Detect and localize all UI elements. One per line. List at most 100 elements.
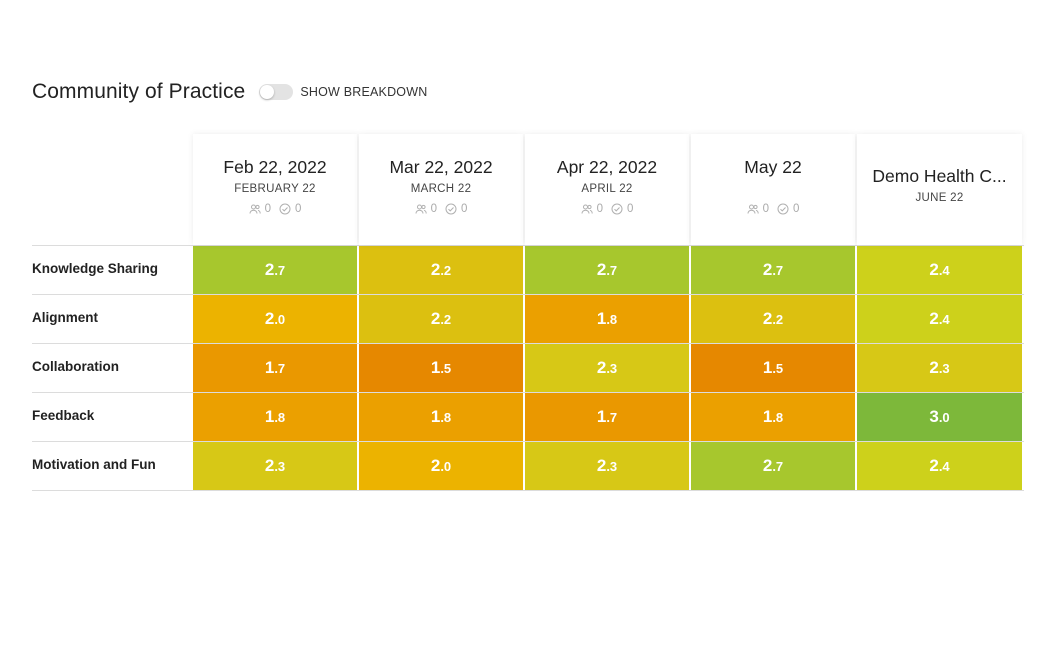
column-meta: 0 0 [747,203,800,215]
score-decimal: .0 [938,409,950,425]
row-label: Feedback [32,407,95,423]
score-integer: 2 [430,456,441,475]
heatmap-table: Feb 22, 2022 FEBRUARY 22 0 0 Mar 22, 202… [32,134,1024,491]
score-integer: 2 [762,309,773,328]
score-cell[interactable]: 1.5 [691,344,855,392]
table-row: Collaboration 1.7 1.5 2.3 1.5 2.3 [32,343,1024,392]
score-decimal: .7 [606,409,618,425]
score-decimal: .2 [772,311,784,327]
score-decimal: .2 [440,311,452,327]
score-cell[interactable]: 2.0 [359,442,523,490]
table-row: Feedback 1.8 1.8 1.7 1.8 3.0 [32,392,1024,441]
participants-count: 0 [596,203,603,215]
completed-count: 0 [461,203,468,215]
score-integer: 2 [929,260,939,279]
score-cell[interactable]: 2.4 [857,246,1022,294]
score-decimal: .8 [772,409,784,425]
page-title: Community of Practice [32,80,246,103]
column-meta: 0 0 [581,203,634,215]
score-decimal: .4 [938,458,950,474]
column-header-2[interactable]: Mar 22, 2022 MARCH 22 0 0 [359,134,523,245]
score-decimal: .4 [938,262,950,278]
score-cell[interactable]: 2.7 [691,442,855,490]
score-integer: 1 [762,407,773,426]
table-corner [32,134,193,245]
participants-count: 0 [762,203,769,215]
column-subtitle: FEBRUARY 22 [234,183,316,195]
score-integer: 1 [264,407,275,426]
score-cell[interactable]: 2.2 [691,295,855,343]
show-breakdown-toggle[interactable] [259,84,294,100]
score-cell[interactable]: 2.3 [193,442,357,490]
table-row: Alignment 2.0 2.2 1.8 2.2 2.4 [32,294,1024,343]
column-subtitle: JUNE 22 [915,192,964,204]
score-cell[interactable]: 1.8 [691,393,855,441]
participants-count: 0 [264,203,271,215]
score-decimal: .0 [274,311,286,327]
column-header-5[interactable]: Demo Health C... JUNE 22 [857,134,1022,245]
score-decimal: .3 [606,360,618,376]
score-decimal: .3 [274,458,286,474]
column-title: May 22 [744,157,802,177]
score-cell[interactable]: 1.8 [525,295,689,343]
score-cell[interactable]: 2.7 [525,246,689,294]
score-integer: 2 [762,260,773,279]
score-integer: 2 [929,456,939,475]
score-cell[interactable]: 3.0 [857,393,1022,441]
score-cell[interactable]: 1.5 [359,344,523,392]
score-cell[interactable]: 2.2 [359,295,523,343]
score-integer: 2 [596,358,607,377]
completed-count: 0 [627,203,634,215]
column-header-4[interactable]: May 22 0 0 [691,134,855,245]
score-decimal: .0 [440,458,452,474]
score-integer: 3 [929,407,939,426]
column-subtitle: APRIL 22 [581,183,633,195]
completed-check-icon [445,203,457,215]
score-integer: 2 [929,358,939,377]
column-header-1[interactable]: Feb 22, 2022 FEBRUARY 22 0 0 [193,134,357,245]
score-integer: 1 [762,358,773,377]
score-cell[interactable]: 1.8 [359,393,523,441]
score-decimal: .7 [772,262,784,278]
score-integer: 1 [430,407,441,426]
column-header-3[interactable]: Apr 22, 2022 APRIL 22 0 0 [525,134,689,245]
score-cell[interactable]: 1.7 [525,393,689,441]
completed-check-icon [611,203,623,215]
score-cell[interactable]: 1.7 [193,344,357,392]
toggle-knob [260,85,275,99]
page-header: Community of Practice SHOW BREAKDOWN [32,78,427,106]
participants-icon [249,204,261,214]
score-cell[interactable]: 1.8 [193,393,357,441]
participants-icon [747,204,759,214]
score-decimal: .7 [274,360,286,376]
score-cell[interactable]: 2.4 [857,442,1022,490]
participants-icon [415,204,427,214]
score-cell[interactable]: 2.2 [359,246,523,294]
score-cell[interactable]: 2.7 [193,246,357,294]
row-label: Motivation and Fun [32,456,156,472]
score-decimal: .2 [440,262,452,278]
score-decimal: .3 [606,458,618,474]
score-decimal: .7 [606,262,618,278]
score-cell[interactable]: 2.0 [193,295,357,343]
score-decimal: .7 [772,458,784,474]
participants-icon [581,204,593,214]
score-cell[interactable]: 2.3 [525,344,689,392]
score-integer: 2 [264,309,275,328]
participants-count: 0 [430,203,437,215]
score-integer: 1 [596,309,607,328]
score-cell[interactable]: 2.4 [857,295,1022,343]
show-breakdown-label[interactable]: SHOW BREAKDOWN [300,85,428,99]
score-integer: 2 [596,260,607,279]
score-cell[interactable]: 2.7 [691,246,855,294]
column-headers: Feb 22, 2022 FEBRUARY 22 0 0 Mar 22, 202… [32,134,1024,245]
score-cell[interactable]: 2.3 [525,442,689,490]
completed-count: 0 [793,203,800,215]
score-cell[interactable]: 2.3 [857,344,1022,392]
score-decimal: .5 [440,360,452,376]
column-subtitle: MARCH 22 [410,183,472,195]
column-title: Feb 22, 2022 [223,157,327,177]
row-label: Collaboration [32,358,119,374]
row-label: Knowledge Sharing [32,260,159,276]
